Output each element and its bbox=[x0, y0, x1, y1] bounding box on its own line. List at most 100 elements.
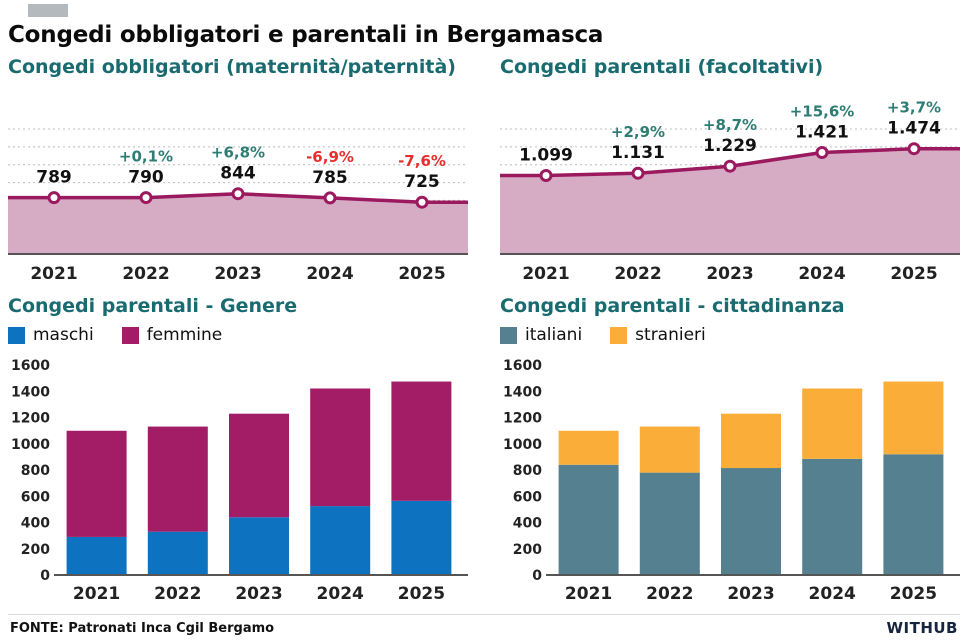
ytick-label: 200 bbox=[21, 542, 50, 558]
year-label: 2021 bbox=[30, 264, 77, 284]
value-label: 844 bbox=[220, 164, 256, 184]
value-label: 1.099 bbox=[519, 146, 573, 166]
ytick-label: 1200 bbox=[11, 411, 50, 427]
year-label: 2022 bbox=[154, 584, 201, 604]
bar-segment-femmine bbox=[66, 430, 127, 537]
ytick-label: 1000 bbox=[11, 437, 50, 453]
bar-segment-maschi bbox=[391, 500, 452, 575]
legend-label-stranieri: stranieri bbox=[635, 325, 706, 345]
legend-label-maschi: maschi bbox=[33, 325, 94, 345]
data-point-marker bbox=[631, 166, 645, 180]
panel-genere: Congedi parentali - Genere maschi femmine… bbox=[8, 293, 468, 611]
pct-change-label: -7,6% bbox=[398, 152, 446, 170]
brand-logo: WITHUB bbox=[886, 619, 958, 637]
value-label: 790 bbox=[128, 168, 164, 188]
bar-segment-maschi bbox=[229, 517, 289, 575]
pct-change-label: +6,8% bbox=[211, 144, 265, 162]
legend-label-femmine: femmine bbox=[146, 325, 223, 345]
pct-change-label: -6,9% bbox=[306, 148, 354, 166]
ytick-label: 400 bbox=[513, 516, 542, 532]
ytick-label: 1400 bbox=[503, 384, 542, 400]
value-label: 1.421 bbox=[795, 123, 849, 143]
ytick-label: 0 bbox=[40, 568, 50, 584]
bar-segment-italiani bbox=[558, 464, 619, 575]
data-point-marker bbox=[907, 142, 921, 156]
year-label: 2021 bbox=[522, 264, 569, 284]
year-label: 2022 bbox=[646, 584, 693, 604]
value-label: 1.131 bbox=[611, 143, 665, 163]
year-label: 2024 bbox=[798, 264, 845, 284]
bar-segment-stranieri bbox=[639, 426, 700, 473]
pct-change-label: +0,1% bbox=[119, 148, 173, 166]
data-point-marker bbox=[815, 146, 829, 159]
data-point-marker bbox=[323, 191, 337, 205]
legend-cittadinanza: italiani stranieri bbox=[500, 323, 960, 347]
pct-change-label: +15,6% bbox=[790, 103, 855, 121]
bar-segment-femmine bbox=[310, 388, 371, 507]
year-label: 2023 bbox=[235, 584, 282, 604]
bar-segment-maschi bbox=[147, 531, 208, 575]
legend-swatch-italiani bbox=[500, 326, 517, 344]
year-label: 2025 bbox=[398, 264, 445, 284]
bar-segment-italiani bbox=[802, 458, 863, 575]
year-label: 2022 bbox=[614, 264, 661, 284]
value-label: 1.229 bbox=[703, 136, 757, 156]
ytick-label: 600 bbox=[513, 489, 542, 505]
bar-segment-femmine bbox=[229, 413, 289, 518]
legend-item-femmine: femmine bbox=[121, 325, 223, 345]
ytick-label: 1600 bbox=[11, 358, 50, 374]
bar-segment-maschi bbox=[310, 506, 371, 575]
ytick-label: 200 bbox=[513, 542, 542, 558]
year-label: 2024 bbox=[809, 584, 856, 604]
bar-segment-stranieri bbox=[883, 381, 944, 455]
panel-cittadinanza: Congedi parentali - cittadinanza italian… bbox=[500, 293, 960, 611]
year-label: 2021 bbox=[565, 584, 612, 604]
year-label: 2025 bbox=[398, 584, 445, 604]
chart-title-parentali: Congedi parentali (facoltativi) bbox=[500, 56, 824, 78]
ytick-label: 1200 bbox=[503, 411, 542, 427]
header-mark bbox=[28, 4, 68, 17]
chart-title-genere: Congedi parentali - Genere bbox=[8, 295, 298, 317]
chart-title-obbligatori: Congedi obbligatori (maternità/paternità… bbox=[8, 56, 456, 78]
ytick-label: 800 bbox=[513, 463, 542, 479]
area-chart-obbligatori: 789 2021 790 +0,1% 2022 844 +6,8% 2023 785 -6,9% 2… bbox=[8, 128, 468, 284]
bar-segment-stranieri bbox=[558, 430, 619, 465]
year-label: 2023 bbox=[214, 264, 261, 284]
pct-change-label: +8,7% bbox=[703, 116, 757, 134]
bar-segment-italiani bbox=[639, 472, 700, 575]
year-label: 2025 bbox=[890, 264, 937, 284]
data-point-marker bbox=[139, 191, 153, 205]
bar-chart-genere: 0 200 400 600 800 1000 1200 1400 1600 2021 2022 202… bbox=[11, 358, 468, 604]
area-chart-parentali: 1.099 2021 1.131 +2,9% 2022 1.229 +8,7% 2023 1.4… bbox=[500, 99, 960, 284]
page-title: Congedi obbligatori e parentali in Berga… bbox=[8, 22, 604, 48]
area-fill bbox=[8, 193, 468, 254]
year-label: 2023 bbox=[727, 584, 774, 604]
year-label: 2023 bbox=[706, 264, 753, 284]
legend-label-italiani: italiani bbox=[525, 325, 583, 345]
bar-segment-italiani bbox=[721, 468, 781, 575]
value-label: 789 bbox=[36, 168, 72, 188]
value-label: 785 bbox=[312, 168, 348, 188]
bar-chart-cittadinanza: 0 200 400 600 800 1000 1200 1400 1600 2021 2022 202… bbox=[503, 358, 960, 604]
year-label: 2024 bbox=[306, 264, 353, 284]
data-point-marker bbox=[231, 187, 245, 201]
year-label: 2024 bbox=[317, 584, 364, 604]
ytick-label: 800 bbox=[21, 463, 50, 479]
data-point-marker bbox=[47, 191, 61, 205]
pct-change-label: +3,7% bbox=[887, 99, 941, 117]
ytick-label: 600 bbox=[21, 489, 50, 505]
source-note: FONTE: Patronati Inca Cgil Bergamo bbox=[10, 620, 275, 636]
panel-congedi-parentali: Congedi parentali (facoltativi) 1.099 202… bbox=[500, 54, 960, 289]
legend-item-italiani: italiani bbox=[500, 325, 582, 345]
year-label: 2022 bbox=[122, 264, 169, 284]
legend-swatch-maschi bbox=[8, 326, 25, 344]
legend-genere: maschi femmine bbox=[8, 323, 468, 347]
bar-segment-stranieri bbox=[802, 388, 863, 459]
bar-segment-stranieri bbox=[721, 413, 781, 469]
charts-grid: Congedi obbligatori (maternità/paternità… bbox=[8, 54, 960, 611]
bar-segment-italiani bbox=[883, 454, 944, 575]
bar-segment-maschi bbox=[66, 536, 127, 575]
ytick-label: 400 bbox=[21, 516, 50, 532]
ytick-label: 1000 bbox=[503, 437, 542, 453]
